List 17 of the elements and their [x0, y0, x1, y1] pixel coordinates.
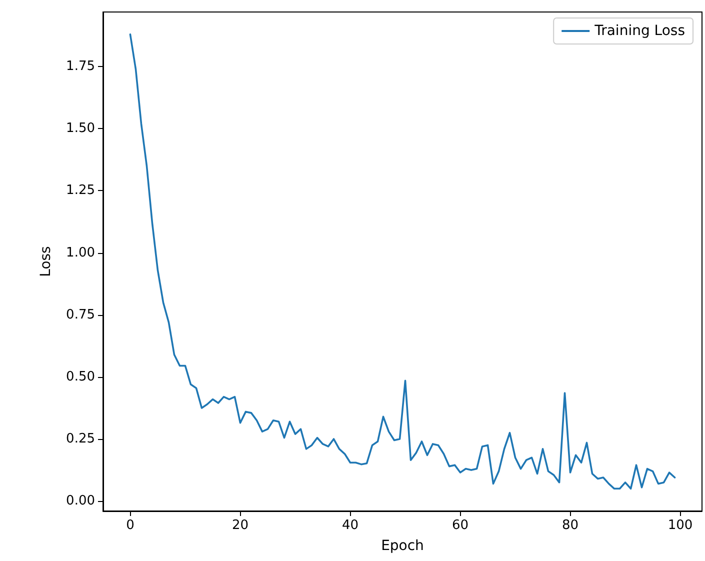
x-tick-label: 60	[452, 518, 469, 533]
y-tick-label: 1.75	[66, 59, 95, 74]
x-tick-label: 100	[668, 518, 693, 533]
y-tick-label: 0.75	[66, 307, 95, 322]
y-tick-label: 0.00	[66, 494, 95, 509]
y-tick-label: 0.50	[66, 369, 95, 384]
x-tick-label: 80	[562, 518, 579, 533]
y-axis-title: Loss	[38, 246, 54, 277]
legend-label: Training Loss	[594, 23, 686, 39]
y-tick-label: 1.25	[66, 183, 95, 198]
x-tick-label: 0	[126, 518, 134, 533]
y-tick-label: 1.00	[66, 245, 95, 260]
x-tick-label: 40	[342, 518, 359, 533]
x-axis-title: Epoch	[381, 538, 424, 554]
x-tick-label: 20	[232, 518, 249, 533]
y-tick-label: 0.25	[66, 432, 95, 447]
y-tick-label: 1.50	[66, 121, 95, 136]
